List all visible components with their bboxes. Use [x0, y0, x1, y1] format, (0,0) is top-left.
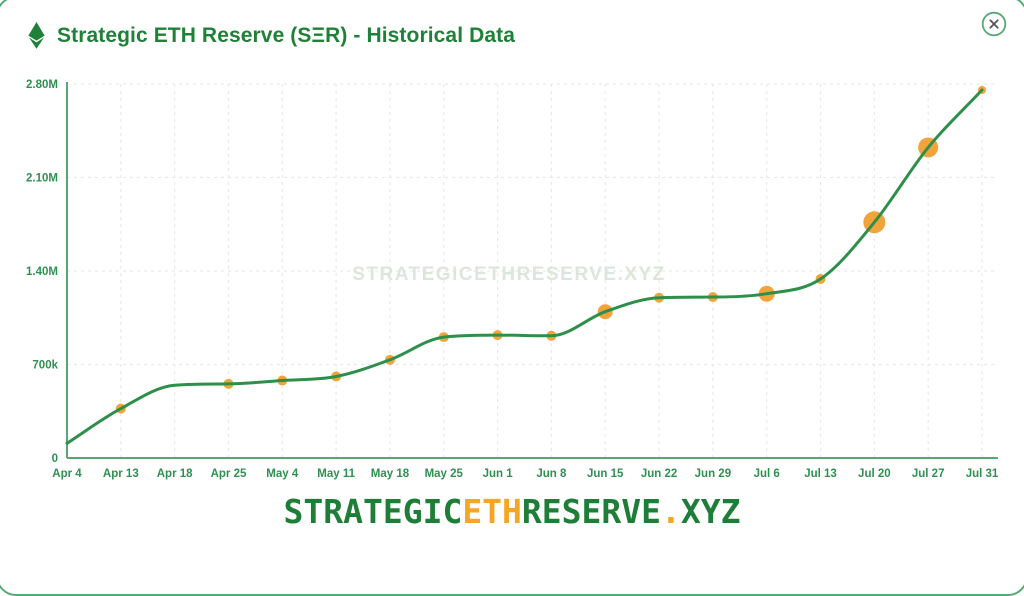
x-tick-label: Apr 18 — [157, 468, 193, 480]
close-icon — [981, 11, 1007, 37]
brand-eth: ETH — [462, 492, 522, 531]
close-button[interactable] — [981, 11, 1007, 37]
x-tick-label: Jul 6 — [754, 468, 780, 480]
x-tick-label: Apr 4 — [52, 468, 82, 480]
x-tick-label: Jun 1 — [483, 468, 514, 480]
x-tick-label: Jul 31 — [966, 468, 999, 480]
x-tick-label: Jun 15 — [587, 468, 624, 480]
x-tick-label: Apr 25 — [211, 468, 247, 480]
x-tick-label: May 11 — [317, 468, 355, 480]
x-tick-label: May 4 — [266, 468, 299, 480]
y-tick-label: 1.40M — [26, 266, 58, 278]
y-tick-label: 700k — [32, 360, 58, 372]
y-tick-label: 0 — [52, 453, 58, 465]
x-tick-label: Apr 13 — [103, 468, 139, 480]
brand-reserve: RESERVE — [521, 492, 661, 531]
x-tick-label: May 25 — [425, 468, 464, 480]
y-tick-label: 2.80M — [26, 79, 58, 91]
ethereum-icon — [28, 22, 45, 49]
x-tick-label: Jul 20 — [858, 468, 891, 480]
x-tick-label: May 18 — [371, 468, 410, 480]
y-tick-label: 2.10M — [26, 173, 58, 185]
chart-header: Strategic ETH Reserve (SΞR) - Historical… — [28, 22, 515, 49]
x-tick-label: Jun 8 — [536, 468, 567, 480]
x-tick-label: Jun 29 — [695, 468, 731, 480]
chart-watermark: STRATEGICETHRESERVE.XYZ — [352, 264, 666, 285]
brand-strategic: STRATEGIC — [283, 492, 463, 531]
x-tick-label: Jul 27 — [912, 468, 945, 480]
historical-line-chart: STRATEGICETHRESERVE.XYZ 0 700k 1.40M 2.10M 2.… — [26, 79, 999, 480]
brand-xyz: XYZ — [680, 492, 741, 531]
site-brand-wordmark: STRATEGICETHRESERVE.XYZ — [0, 492, 1024, 531]
x-tick-label: Jun 22 — [641, 468, 677, 480]
x-tick-label: Jul 13 — [804, 468, 837, 480]
page-title: Strategic ETH Reserve (SΞR) - Historical… — [57, 23, 515, 47]
brand-dot: . — [661, 492, 681, 531]
series-line — [65, 88, 984, 445]
